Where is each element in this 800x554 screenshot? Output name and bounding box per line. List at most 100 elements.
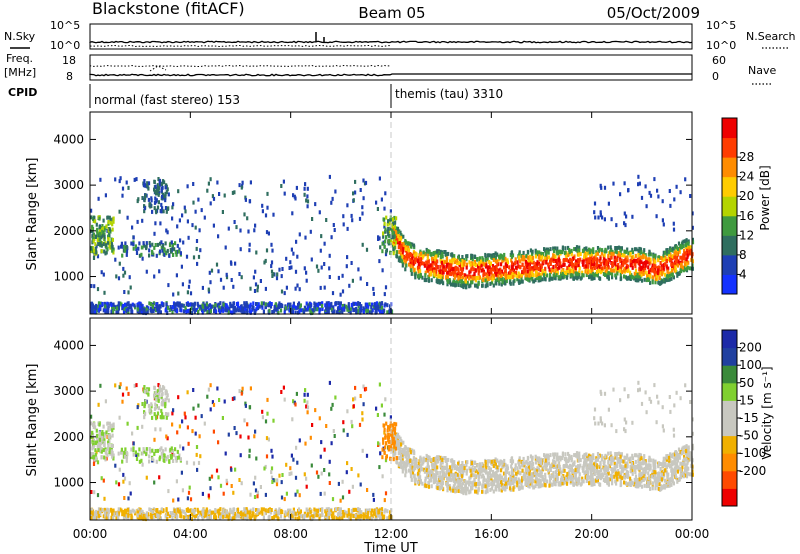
- power-cell: [212, 223, 215, 228]
- power-cell: [141, 196, 144, 200]
- power-cell: [629, 252, 632, 256]
- power-cell: [239, 247, 242, 252]
- power-cell: [635, 275, 638, 280]
- power-cell: [466, 254, 469, 259]
- velocity-cell: [425, 453, 428, 458]
- velocity-cell: [375, 508, 378, 513]
- power-cell: [165, 183, 168, 188]
- power-cell: [457, 255, 460, 260]
- power-cell: [100, 226, 103, 231]
- power-cell: [404, 260, 407, 265]
- velocity-cell: [136, 510, 140, 515]
- power-cell: [516, 274, 519, 279]
- power-cell: [441, 270, 444, 275]
- velocity-cell: [339, 510, 342, 515]
- power-cell: [315, 302, 318, 307]
- power-cell: [227, 310, 230, 315]
- power-cell: [387, 227, 390, 231]
- power-cell: [91, 234, 94, 239]
- power-cell: [607, 245, 610, 250]
- velocity-cell: [205, 512, 208, 517]
- power-cell: [175, 273, 178, 278]
- velocity-cell: [262, 507, 265, 512]
- power-cell: [166, 305, 169, 310]
- power-cell: [454, 267, 457, 272]
- power-cell: [238, 183, 241, 188]
- velocity-cell: [681, 465, 684, 470]
- power-cell: [581, 270, 584, 275]
- power-cell: [208, 270, 211, 275]
- power-cell: [574, 262, 577, 267]
- power-cell: [333, 309, 336, 314]
- power-cell: [435, 267, 438, 272]
- power-cell: [108, 215, 111, 220]
- power-cell: [99, 177, 102, 182]
- power-cell: [159, 304, 162, 309]
- power-cell: [311, 217, 314, 221]
- power-cell: [229, 301, 232, 306]
- velocity-cell: [359, 514, 362, 519]
- power-cell: [643, 254, 646, 259]
- power-cell: [236, 307, 239, 312]
- velocity-cell: [426, 459, 429, 464]
- power-cell: [133, 303, 136, 308]
- power-cell: [494, 278, 497, 283]
- power-cell: [483, 262, 486, 267]
- velocity-cell: [345, 510, 348, 515]
- power-cell: [525, 253, 528, 258]
- velocity-cell: [273, 515, 276, 520]
- power-cell: [661, 199, 664, 204]
- velocity-cell: [654, 486, 657, 491]
- power-cell: [362, 309, 365, 314]
- velocity-cell: [94, 516, 97, 521]
- power-cell: [585, 253, 588, 258]
- power-cell: [400, 236, 403, 241]
- power-cell: [523, 269, 526, 274]
- velocity-cell: [182, 515, 186, 520]
- power-cell: [529, 248, 532, 253]
- power-cell: [498, 281, 501, 286]
- power-cell: [539, 267, 542, 272]
- power-cell: [321, 307, 324, 311]
- power-cell: [162, 244, 165, 248]
- power-cell: [233, 220, 236, 224]
- velocity-cell: [120, 508, 123, 513]
- power-cell: [404, 267, 407, 272]
- power-cell: [346, 307, 349, 312]
- power-cell: [114, 177, 117, 182]
- velocity-cell: [362, 515, 365, 520]
- velocity-cell: [425, 474, 429, 479]
- power-cell: [504, 265, 507, 270]
- power-cell: [188, 302, 192, 307]
- power-cell: [121, 186, 125, 191]
- power-cell: [494, 251, 497, 256]
- power-cell: [586, 260, 589, 265]
- velocity-cell: [428, 478, 431, 483]
- power-cell: [361, 242, 364, 247]
- velocity-cell: [333, 515, 336, 520]
- power-cell: [447, 251, 450, 256]
- noise-panel-frame: [89, 23, 693, 50]
- power-cell: [539, 275, 542, 280]
- power-cell: [427, 259, 430, 264]
- velocity-cell: [677, 447, 681, 452]
- power-cell: [566, 265, 569, 270]
- power-cell: [342, 214, 345, 219]
- velocity-cell: [102, 514, 105, 519]
- power-cell: [614, 261, 617, 266]
- power-cell: [128, 275, 131, 280]
- velocity-cell: [176, 507, 179, 512]
- velocity-cell: [412, 449, 416, 454]
- power-cell: [148, 253, 151, 258]
- power-cell: [648, 270, 651, 275]
- power-cell: [690, 251, 693, 256]
- velocity-cell: [159, 516, 162, 521]
- power-cell: [145, 305, 148, 310]
- power-cell: [614, 264, 617, 269]
- power-cell: [621, 270, 624, 275]
- power-cell: [376, 207, 379, 211]
- power-cell: [158, 179, 162, 184]
- power-cell: [598, 258, 601, 263]
- power-cell: [387, 232, 390, 237]
- power-cell: [496, 277, 499, 282]
